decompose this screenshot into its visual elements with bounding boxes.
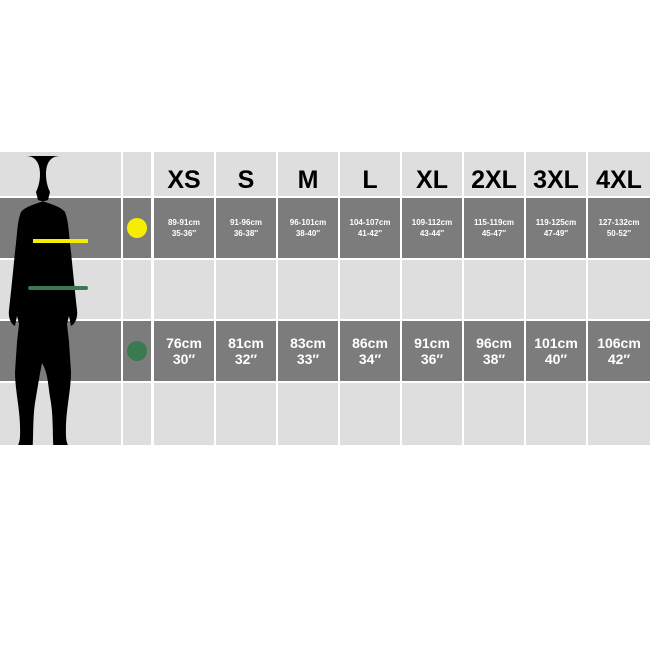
size-cell (340, 383, 400, 445)
size-cell: 106cm 42″ (588, 321, 650, 381)
waist-cm: 81cm (228, 335, 264, 351)
waist-cm: 83cm (290, 335, 326, 351)
legend-cell (123, 321, 151, 381)
size-cell: M (278, 152, 338, 196)
legend-cell (123, 260, 151, 319)
size-cell: 96cm 38″ (464, 321, 524, 381)
size-cell: 115-119cm 45-47″ (464, 198, 524, 258)
size-cell: 91-96cm 36-38″ (216, 198, 276, 258)
waist-in: 33″ (296, 351, 320, 367)
size-label: 4XL (596, 165, 642, 194)
size-cell (216, 260, 276, 319)
size-cell (464, 260, 524, 319)
waist-line (28, 286, 88, 290)
size-cell (154, 383, 214, 445)
size-cell (278, 383, 338, 445)
size-cell (526, 383, 586, 445)
chest-in: 35-36″ (171, 229, 197, 238)
size-cell: XL (402, 152, 462, 196)
size-cell (216, 383, 276, 445)
size-cell (588, 383, 650, 445)
waist-marker-icon (127, 341, 147, 361)
size-cell: 127-132cm 50-52″ (588, 198, 650, 258)
waist-cm: 76cm (166, 335, 202, 351)
chest-in: 36-38″ (233, 229, 259, 238)
size-cell: S (216, 152, 276, 196)
size-cell: 2XL (464, 152, 524, 196)
waist-in: 42″ (607, 351, 631, 367)
legend-cell (123, 152, 151, 196)
legend-cell (123, 198, 151, 258)
size-cell: 104-107cm 41-42″ (340, 198, 400, 258)
chest-line (33, 239, 88, 243)
size-cell: 89-91cm 35-36″ (154, 198, 214, 258)
size-cell: 3XL (526, 152, 586, 196)
waist-in: 30″ (172, 351, 196, 367)
size-label: 3XL (533, 165, 579, 194)
size-cell (464, 383, 524, 445)
size-label: S (237, 165, 255, 194)
size-cell: 86cm 34″ (340, 321, 400, 381)
size-label: M (297, 165, 319, 194)
size-cell (278, 260, 338, 319)
size-label: XS (167, 165, 201, 194)
size-cell: 81cm 32″ (216, 321, 276, 381)
size-cell: 91cm 36″ (402, 321, 462, 381)
chest-cm: 115-119cm (473, 218, 515, 227)
size-label: XL (416, 165, 448, 194)
size-cell: 83cm 33″ (278, 321, 338, 381)
waist-in: 40″ (544, 351, 568, 367)
waist-cm: 101cm (534, 335, 578, 351)
size-cell: XS (154, 152, 214, 196)
chest-cm: 91-96cm (229, 218, 263, 227)
chest-cm: 96-101cm (289, 218, 327, 227)
size-label: L (362, 165, 378, 194)
chest-in: 45-47″ (481, 229, 507, 238)
waist-in: 36″ (420, 351, 444, 367)
figure-bg (0, 152, 121, 196)
size-cell (402, 260, 462, 319)
chest-in: 41-42″ (357, 229, 383, 238)
size-cell (340, 260, 400, 319)
chest-cm: 119-125cm (535, 218, 577, 227)
chest-cm: 109-112cm (411, 218, 453, 227)
legend-cell (123, 383, 151, 445)
size-cell: 101cm 40″ (526, 321, 586, 381)
chest-marker-icon (127, 218, 147, 238)
chest-in: 47-49″ (543, 229, 569, 238)
size-cell (588, 260, 650, 319)
waist-cm: 86cm (352, 335, 388, 351)
chest-cm: 127-132cm (598, 218, 640, 227)
waist-in: 38″ (482, 351, 506, 367)
chest-in: 50-52″ (606, 229, 632, 238)
size-cell (526, 260, 586, 319)
chest-in: 43-44″ (419, 229, 445, 238)
size-cell: 119-125cm 47-49″ (526, 198, 586, 258)
size-cell (154, 260, 214, 319)
size-cell (402, 383, 462, 445)
size-cell: 96-101cm 38-40″ (278, 198, 338, 258)
waist-in: 32″ (234, 351, 258, 367)
waist-cm: 91cm (414, 335, 450, 351)
chest-cm: 89-91cm (167, 218, 201, 227)
waist-cm: 106cm (597, 335, 641, 351)
size-cell: 4XL (588, 152, 650, 196)
waist-cm: 96cm (476, 335, 512, 351)
chest-in: 38-40″ (295, 229, 321, 238)
size-cell: L (340, 152, 400, 196)
body-silhouette-icon (8, 156, 88, 445)
chest-cm: 104-107cm (349, 218, 391, 227)
size-cell: 76cm 30″ (154, 321, 214, 381)
waist-in: 34″ (358, 351, 382, 367)
size-label: 2XL (471, 165, 517, 194)
size-cell: 109-112cm 43-44″ (402, 198, 462, 258)
